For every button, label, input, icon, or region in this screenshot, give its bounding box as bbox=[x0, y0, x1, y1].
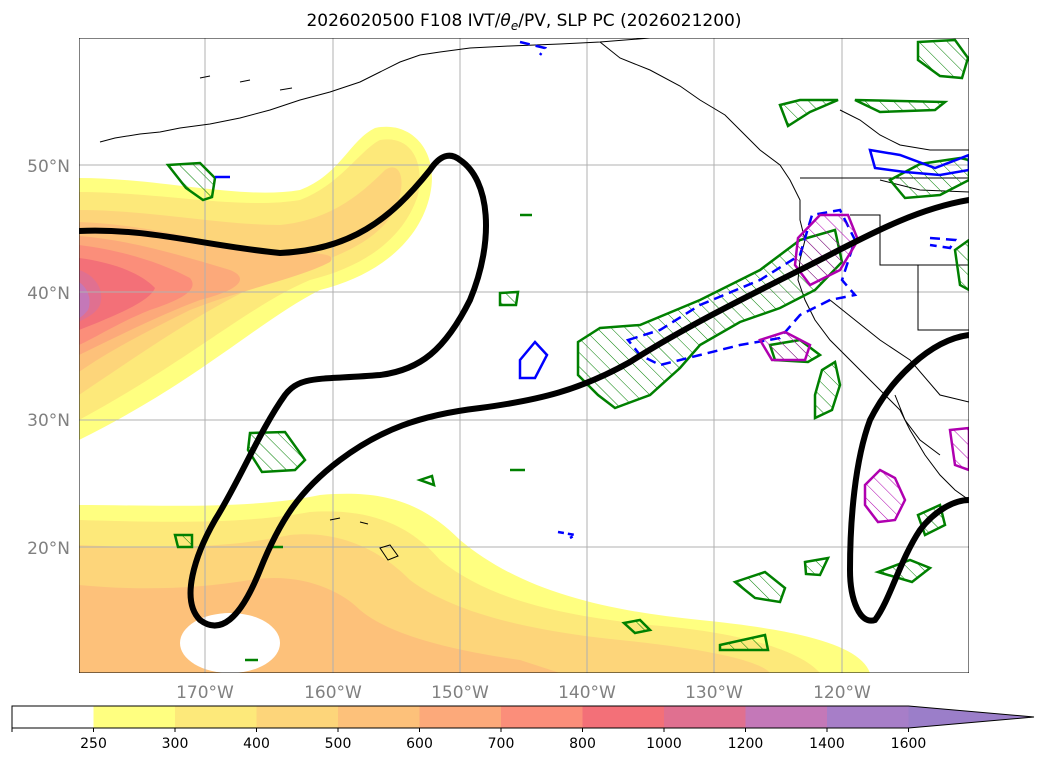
colorbar-segment bbox=[501, 706, 583, 728]
colorbar-tick-label: 500 bbox=[325, 736, 352, 752]
colorbar-segment bbox=[745, 706, 828, 728]
colorbar-outline bbox=[11, 705, 1035, 729]
colorbar: 250 300 400 500 600 700 800 1000 1200 1400 1600 bbox=[11, 705, 1035, 752]
lat-label: 20°N bbox=[27, 539, 70, 559]
colorbar-segment bbox=[256, 706, 339, 728]
pv-contours bbox=[215, 40, 969, 540]
colorbar-segment bbox=[419, 706, 502, 728]
colorbar-extend-arrow bbox=[908, 706, 1034, 728]
colorbar-tick-label: 600 bbox=[406, 736, 433, 752]
colorbar-tick-label: 250 bbox=[80, 736, 107, 752]
lon-label: 140°W bbox=[558, 683, 616, 703]
colorbar-segment bbox=[338, 706, 420, 728]
colorbar-tick-label: 1400 bbox=[809, 736, 845, 752]
lon-label: 150°W bbox=[431, 683, 489, 703]
lon-label: 170°W bbox=[176, 683, 234, 703]
colorbar-tick-label: 1000 bbox=[646, 736, 682, 752]
colorbar-segment bbox=[175, 706, 257, 728]
colorbar-segment bbox=[827, 706, 909, 728]
lon-label: 120°W bbox=[813, 683, 871, 703]
colorbar-segment bbox=[582, 706, 665, 728]
map-area bbox=[79, 38, 969, 673]
colorbar-tick-label: 300 bbox=[162, 736, 189, 752]
colorbar-segment bbox=[12, 706, 94, 728]
colorbar-tick-label: 800 bbox=[569, 736, 596, 752]
colorbar-segment bbox=[93, 706, 176, 728]
lat-label: 50°N bbox=[27, 157, 70, 177]
colorbar-segment bbox=[664, 706, 746, 728]
colorbar-tick-label: 1600 bbox=[891, 736, 927, 752]
colorbar-tick-label: 1200 bbox=[728, 736, 764, 752]
graticule bbox=[79, 38, 969, 673]
lat-label: 30°N bbox=[27, 411, 70, 431]
lon-label: 160°W bbox=[304, 683, 362, 703]
slp-contours bbox=[79, 152, 969, 629]
colorbar-tick-label: 700 bbox=[488, 736, 515, 752]
lon-labels: 170°W 160°W 150°W 140°W 130°W 120°W bbox=[176, 683, 871, 703]
lat-label: 40°N bbox=[27, 284, 70, 304]
ivt-plume-north bbox=[79, 126, 432, 440]
lat-labels: 50°N 40°N 30°N 20°N bbox=[27, 157, 70, 559]
coastlines bbox=[99, 38, 969, 561]
lon-label: 130°W bbox=[685, 683, 743, 703]
chart-title: 2026020500 F108 IVT/θe/PV, SLP PC (20260… bbox=[306, 11, 741, 33]
colorbar-tick-label: 400 bbox=[243, 736, 270, 752]
